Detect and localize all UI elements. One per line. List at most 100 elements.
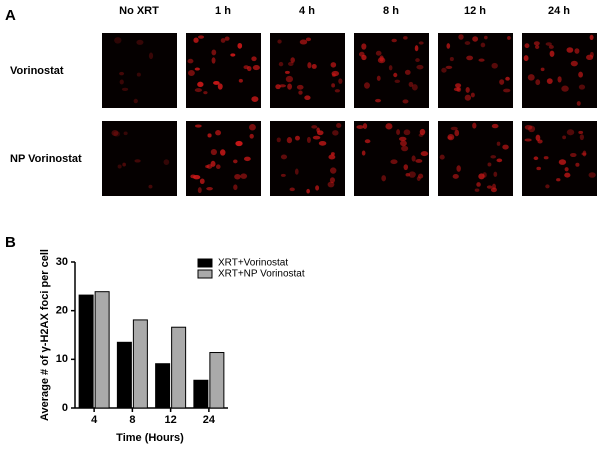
nucleus [315,185,320,191]
nucleus [327,181,335,188]
micrograph [102,33,177,108]
nucleus [233,159,238,164]
nucleus [217,83,223,90]
nucleus [548,45,554,49]
nucleus [403,164,409,171]
nucleus [418,41,424,45]
nucleus [493,171,498,177]
nucleus [562,135,567,140]
nucleus [305,37,312,42]
nucleus [490,187,497,193]
nucleus [445,65,453,70]
nucleus [588,172,596,178]
nucleus [398,136,407,142]
nucleus [298,90,303,95]
nucleus [356,125,364,129]
nucleus [524,43,530,49]
x-axis-title: Time (Hours) [116,432,184,444]
nucleus [234,173,241,180]
nucleus [121,87,129,91]
nucleus [533,41,540,46]
micrograph [438,33,513,108]
nucleus [474,188,480,192]
nucleus [364,82,370,89]
nucleus [361,43,367,50]
nucleus [470,92,475,98]
bar [116,341,132,409]
nucleus [411,84,418,91]
micrograph [438,121,513,196]
nucleus [286,137,293,144]
nucleus [237,42,243,49]
x-tick-label: 12 [165,414,177,426]
nucleus [332,130,339,136]
nucleus [230,53,236,57]
nucleus [545,184,550,189]
nucleus [450,126,458,131]
nucleus [329,177,336,184]
nucleus [503,88,511,93]
nucleus [478,58,485,62]
nucleus [576,101,581,106]
nucleus [582,150,587,157]
nucleus [486,185,493,189]
nucleus [581,152,587,156]
nucleus [111,130,119,136]
nucleus [299,39,308,45]
nucleus [284,70,290,74]
nucleus [446,43,451,49]
nucleus [304,95,311,101]
nucleus [215,164,221,170]
nucleus [197,81,204,88]
nucleus [411,155,416,162]
nucleus [496,141,501,146]
nucleus [578,130,584,135]
nucleus [290,57,295,63]
nucleus [312,135,321,140]
nucleus [249,133,254,139]
nucleus [419,128,426,136]
nucleus [502,144,509,150]
nucleus [296,84,304,90]
nucleus [452,174,459,179]
nucleus [403,36,408,40]
micrograph [354,121,429,196]
nucleus [316,127,320,133]
nucleus [362,123,368,129]
nucleus [190,174,196,179]
nucleus [533,156,539,161]
nucleus [248,124,256,131]
nucleus [376,75,381,81]
nucleus [207,133,212,138]
nucleus [393,72,398,78]
nucleus [465,87,470,93]
nucleus [252,65,260,71]
nucleus [417,173,424,179]
nucleus [589,51,594,58]
nucleus [472,122,477,129]
nucleus [285,75,293,83]
nucleus [415,159,423,163]
nucleus [464,41,471,45]
nucleus [243,156,251,162]
nucleus [187,69,195,77]
nucleus [449,56,454,62]
nucleus [491,62,498,69]
nucleus [458,34,464,40]
nucleus [527,74,535,81]
nucleus [194,88,202,93]
nucleus [507,36,511,40]
nucleus [414,45,419,52]
nucleus [439,154,445,160]
nucleus [328,154,336,160]
nucleus [586,54,594,61]
nucleus [578,71,583,78]
row-label: Vorinostat [10,65,64,77]
nucleus [203,91,208,95]
nucleus [329,167,337,174]
nucleus [279,84,287,88]
nucleus [484,35,488,40]
nucleus [558,159,567,165]
nucleus [114,37,122,44]
